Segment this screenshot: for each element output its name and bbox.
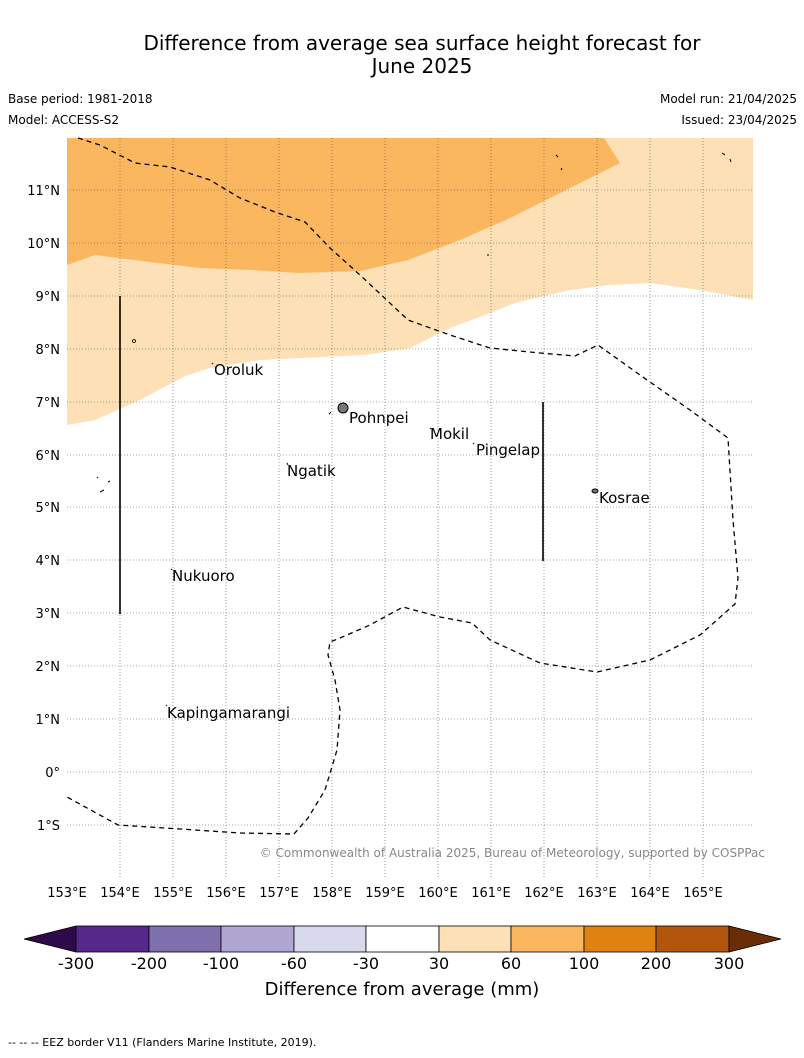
colorbar-segment	[75, 925, 150, 953]
colorbar-segment	[220, 925, 295, 953]
lon-labels: 153°E 154°E 155°E 156°E 157°E 158°E 159°…	[47, 886, 723, 901]
title-line-1: Difference from average sea surface heig…	[143, 31, 701, 55]
issued-date: Issued: 23/04/2025	[681, 113, 797, 127]
colorbar-label: Difference from average (mm)	[265, 979, 540, 1000]
lon-label: 153°E	[47, 886, 87, 901]
colorbar-tick: -100	[203, 954, 239, 973]
colorbar-segment	[148, 925, 222, 953]
colorbar-tick: -300	[58, 954, 94, 973]
colorbar-tick: -200	[131, 954, 167, 973]
lon-label: 155°E	[153, 886, 193, 901]
lon-label: 165°E	[683, 886, 723, 901]
pohnpei-island	[337, 402, 349, 414]
eez-note: -- -- -- EEZ border V11 (Flanders Marine…	[8, 1036, 317, 1049]
place-label: Pohnpei	[349, 409, 409, 427]
base-period: Base period: 1981-2018	[8, 92, 153, 106]
colorbar-tick: 30	[429, 954, 449, 973]
colorbar-tick: -30	[353, 954, 379, 973]
lat-label: 5°N	[36, 501, 61, 516]
place-label: Kapingamarangi	[167, 704, 290, 722]
islet	[96, 152, 732, 707]
lon-label: 157°E	[259, 886, 299, 901]
lat-label: 9°N	[36, 290, 61, 305]
place-label: Pingelap	[476, 441, 540, 459]
lat-label: 8°N	[36, 343, 61, 358]
kosrae-island	[591, 488, 599, 494]
colorbar-ticks: -300 -200 -100 -60 -30 30 60 100 200 300	[58, 954, 744, 973]
colorbar-tick: 200	[641, 954, 672, 973]
lat-label: 3°N	[36, 607, 61, 622]
lat-label: 0°	[45, 766, 60, 781]
place-label: Oroluk	[214, 361, 263, 379]
colorbar-max-arrow	[728, 925, 782, 953]
lon-label: 159°E	[365, 886, 405, 901]
copyright-note: © Commonwealth of Australia 2025, Bureau…	[260, 846, 765, 860]
lat-label: 4°N	[36, 554, 61, 569]
lat-label: 1°N	[36, 713, 61, 728]
lon-label: 158°E	[312, 886, 352, 901]
title-line-2: June 2025	[371, 54, 473, 78]
lon-label: 163°E	[577, 886, 617, 901]
lon-label: 154°E	[100, 886, 140, 901]
lat-label: 11°N	[27, 184, 60, 199]
colorbar-tick: 100	[569, 954, 600, 973]
lon-label: 162°E	[524, 886, 564, 901]
lat-label: 7°N	[36, 396, 61, 411]
lon-label: 161°E	[471, 886, 511, 901]
lat-label: 10°N	[27, 237, 60, 252]
colorbar-segment	[438, 925, 512, 953]
colorbar-segment	[583, 925, 657, 953]
lon-label: 160°E	[418, 886, 458, 901]
lon-label: 164°E	[630, 886, 670, 901]
chart-title: Difference from average sea surface heig…	[0, 32, 804, 78]
place-label: Kosrae	[599, 489, 650, 507]
islet	[132, 339, 136, 343]
colorbar-segment	[365, 925, 440, 953]
colorbar-tick: 60	[501, 954, 521, 973]
lon-label: 156°E	[206, 886, 246, 901]
model-name: Model: ACCESS-S2	[8, 113, 120, 127]
place-label: Nukuoro	[172, 567, 235, 585]
band-60-100	[67, 138, 620, 273]
lat-label: 6°N	[36, 449, 61, 464]
place-label: Ngatik	[287, 462, 336, 480]
eez-border	[66, 137, 739, 835]
colorbar	[23, 925, 782, 953]
lat-label: 1°S	[37, 819, 60, 834]
colorbar-tick: 300	[714, 954, 745, 973]
model-run: Model run: 21/04/2025	[659, 92, 797, 106]
colorbar-segment	[655, 925, 730, 953]
colorbar-segment	[293, 925, 367, 953]
place-label: Mokil	[430, 425, 469, 443]
lat-labels: 11°N 10°N 9°N 8°N 7°N 6°N 5°N 4°N 3°N 2°…	[27, 184, 60, 834]
lat-label: 2°N	[36, 660, 61, 675]
colorbar-min-arrow	[23, 925, 77, 953]
colorbar-segment	[510, 925, 585, 953]
colorbar-tick: -60	[281, 954, 307, 973]
